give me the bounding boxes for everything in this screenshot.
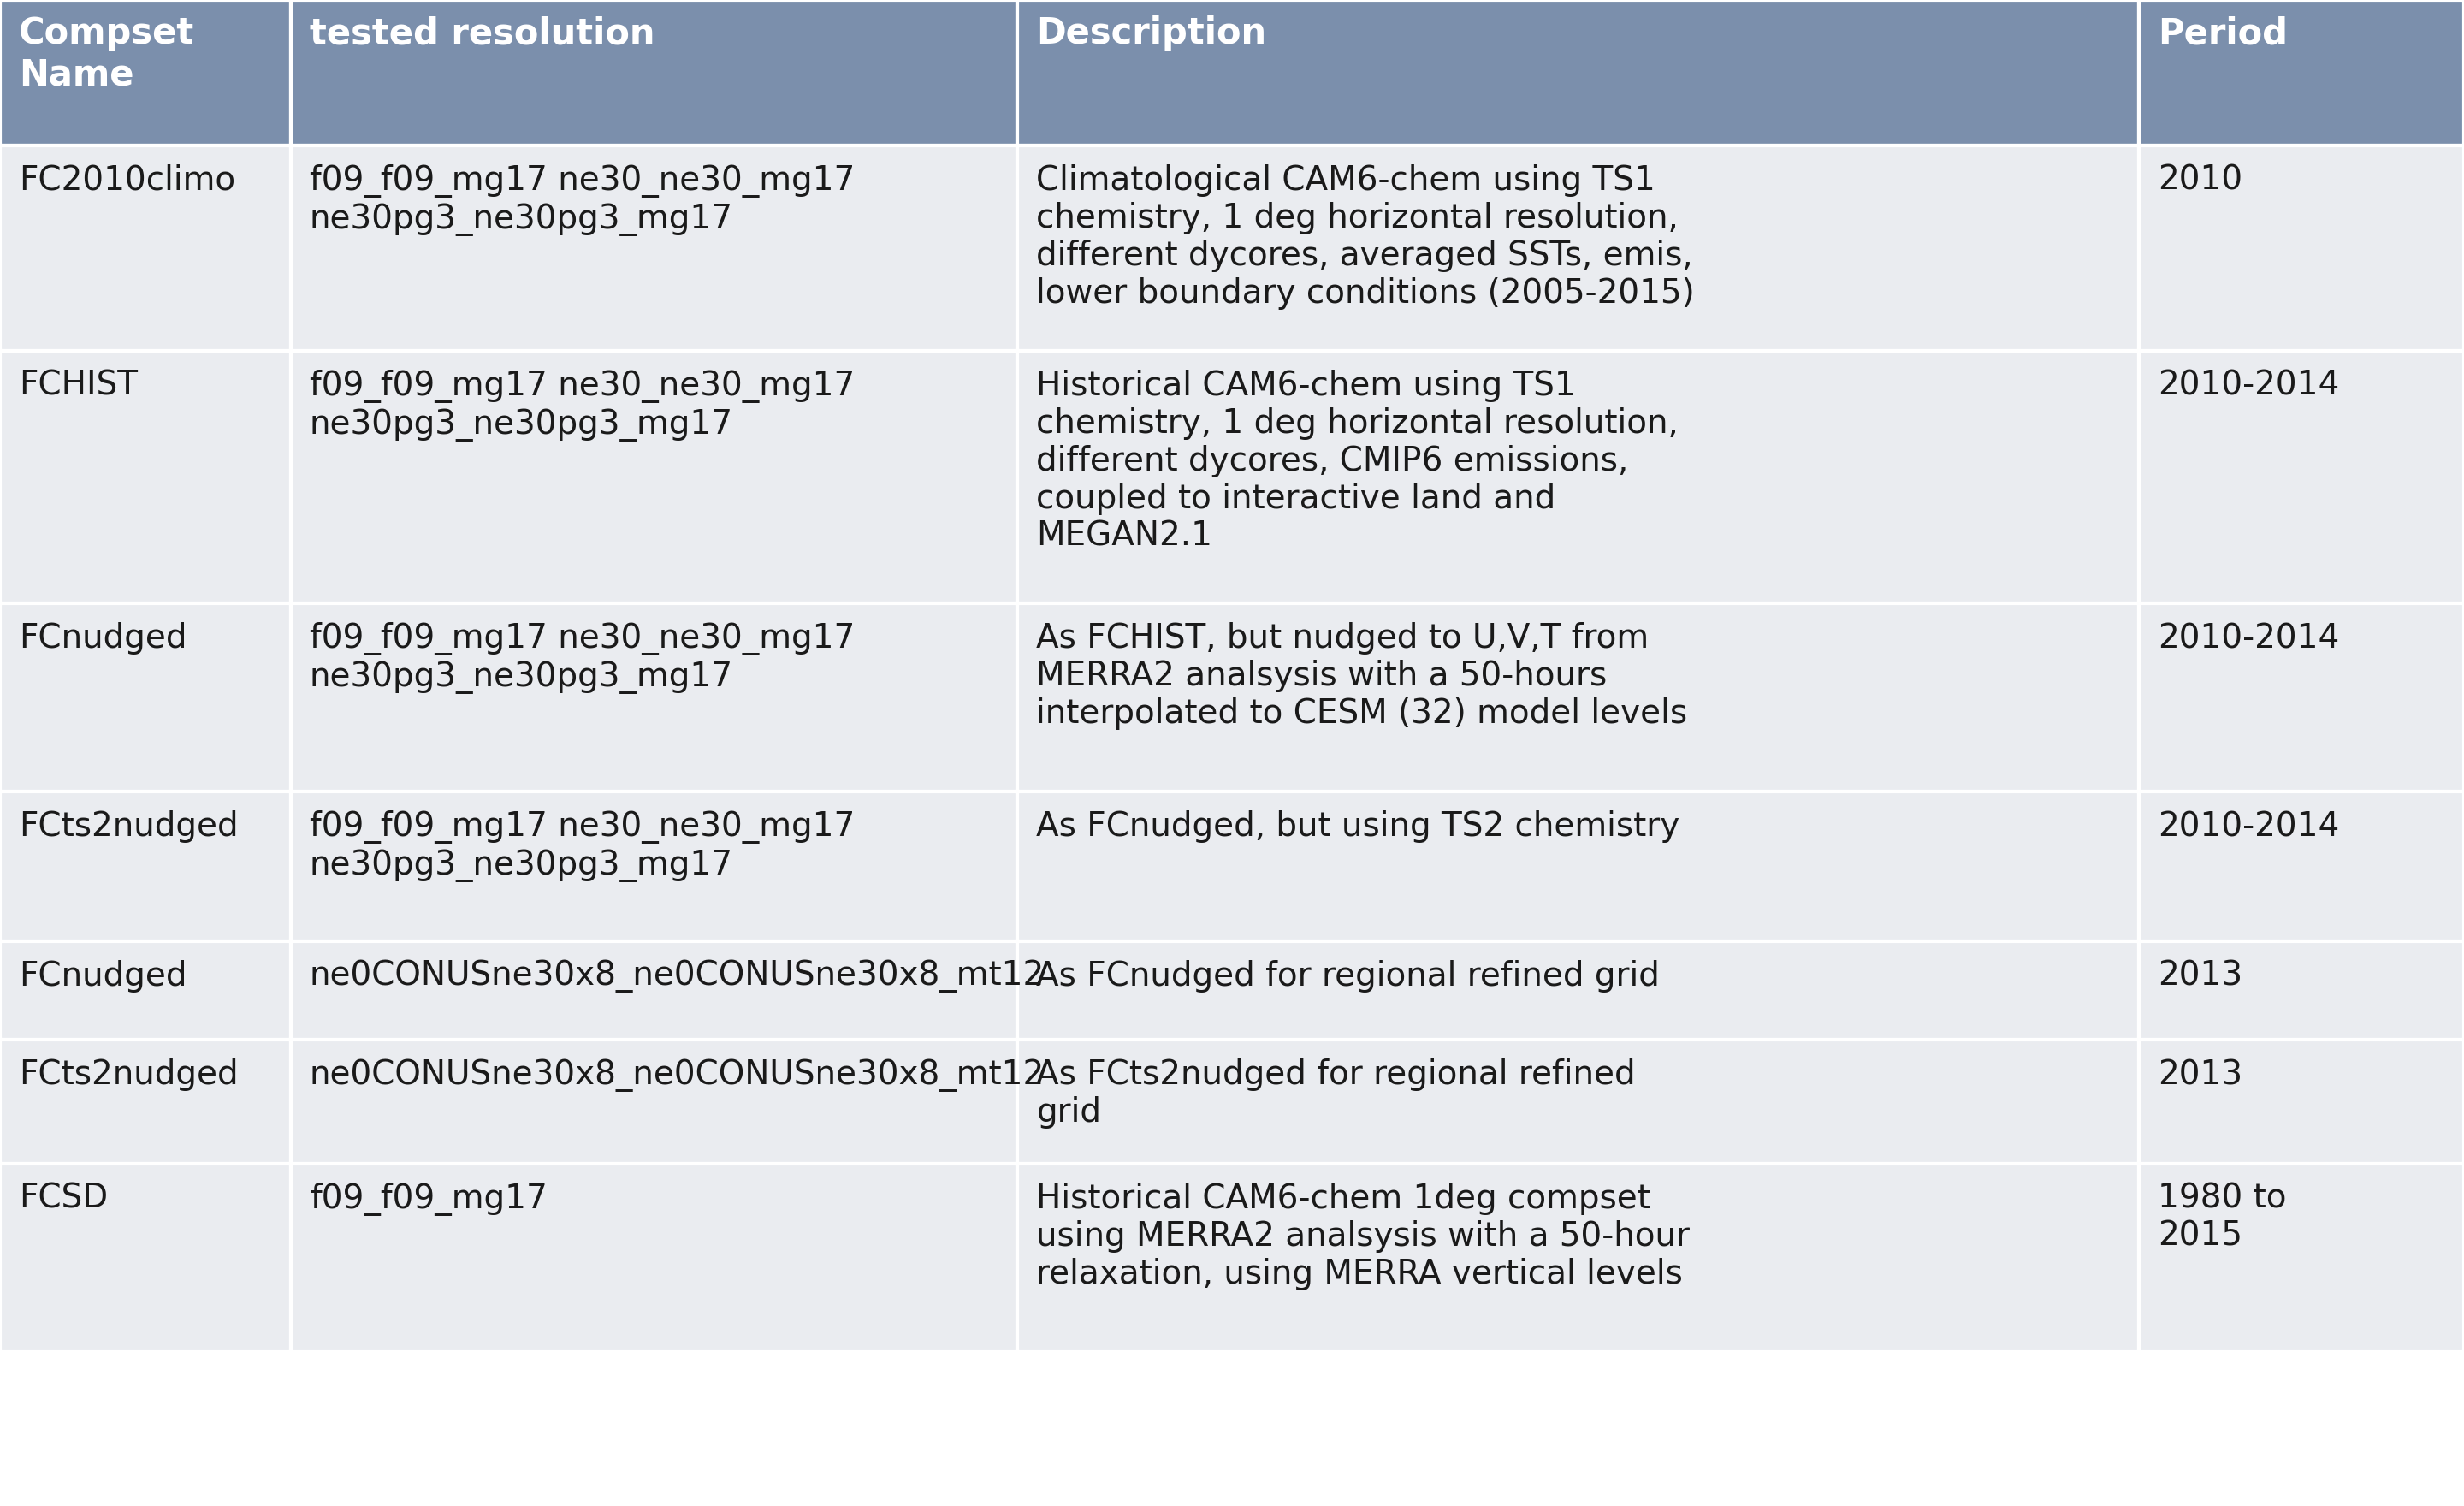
Text: FCnudged: FCnudged xyxy=(20,622,187,655)
Text: 2010-2014: 2010-2014 xyxy=(2158,369,2338,402)
Bar xyxy=(291,1164,1018,1352)
Text: As FCnudged for regional refined grid: As FCnudged for regional refined grid xyxy=(1037,961,1661,992)
Text: As FCnudged, but using TS2 chemistry: As FCnudged, but using TS2 chemistry xyxy=(1037,810,1680,843)
Text: FCts2nudged: FCts2nudged xyxy=(20,810,239,843)
Bar xyxy=(1018,941,2139,1039)
Bar xyxy=(2139,146,2464,351)
Text: 2013: 2013 xyxy=(2158,961,2242,992)
Text: 1980 to
2015: 1980 to 2015 xyxy=(2158,1182,2287,1253)
Text: ne0CONUSne30x8_ne0CONUSne30x8_mt12: ne0CONUSne30x8_ne0CONUSne30x8_mt12 xyxy=(310,961,1045,992)
Bar xyxy=(291,351,1018,604)
Text: Period: Period xyxy=(2158,15,2287,51)
Text: FCSD: FCSD xyxy=(20,1182,108,1215)
Bar xyxy=(291,1039,1018,1164)
Bar xyxy=(1018,604,2139,792)
Text: Historical CAM6-chem 1deg compset
using MERRA2 analsysis with a 50-hour
relaxati: Historical CAM6-chem 1deg compset using … xyxy=(1037,1182,1690,1291)
Text: FC2010climo: FC2010climo xyxy=(20,164,237,197)
Bar xyxy=(1018,792,2139,941)
Bar xyxy=(2139,1039,2464,1164)
Text: f09_f09_mg17: f09_f09_mg17 xyxy=(310,1182,547,1215)
Bar xyxy=(2139,351,2464,604)
Text: 2010-2014: 2010-2014 xyxy=(2158,622,2338,655)
Bar xyxy=(291,604,1018,792)
Text: ne0CONUSne30x8_ne0CONUSne30x8_mt12: ne0CONUSne30x8_ne0CONUSne30x8_mt12 xyxy=(310,1059,1045,1092)
Text: As FCts2nudged for regional refined
grid: As FCts2nudged for regional refined grid xyxy=(1037,1059,1636,1128)
Text: f09_f09_mg17 ne30_ne30_mg17
ne30pg3_ne30pg3_mg17: f09_f09_mg17 ne30_ne30_mg17 ne30pg3_ne30… xyxy=(310,810,855,883)
Bar xyxy=(291,0,1018,146)
Text: 2013: 2013 xyxy=(2158,1059,2242,1090)
Bar xyxy=(1018,1039,2139,1164)
Text: Climatological CAM6-chem using TS1
chemistry, 1 deg horizontal resolution,
diffe: Climatological CAM6-chem using TS1 chemi… xyxy=(1037,164,1695,310)
Text: FCnudged: FCnudged xyxy=(20,961,187,992)
Text: 2010-2014: 2010-2014 xyxy=(2158,810,2338,843)
Text: f09_f09_mg17 ne30_ne30_mg17
ne30pg3_ne30pg3_mg17: f09_f09_mg17 ne30_ne30_mg17 ne30pg3_ne30… xyxy=(310,369,855,441)
Bar xyxy=(291,941,1018,1039)
Bar xyxy=(1018,146,2139,351)
Bar xyxy=(1018,0,2139,146)
Text: Description: Description xyxy=(1037,15,1266,51)
Bar xyxy=(0,792,291,941)
Text: FCts2nudged: FCts2nudged xyxy=(20,1059,239,1090)
Bar xyxy=(0,351,291,604)
Bar xyxy=(2139,604,2464,792)
Text: tested resolution: tested resolution xyxy=(310,15,655,51)
Text: Compset
Name: Compset Name xyxy=(20,15,195,93)
Text: As FCHIST, but nudged to U,V,T from
MERRA2 analsysis with a 50-hours
interpolate: As FCHIST, but nudged to U,V,T from MERR… xyxy=(1037,622,1688,730)
Text: f09_f09_mg17 ne30_ne30_mg17
ne30pg3_ne30pg3_mg17: f09_f09_mg17 ne30_ne30_mg17 ne30pg3_ne30… xyxy=(310,164,855,236)
Bar xyxy=(0,146,291,351)
Text: Historical CAM6-chem using TS1
chemistry, 1 deg horizontal resolution,
different: Historical CAM6-chem using TS1 chemistry… xyxy=(1037,369,1678,553)
Bar xyxy=(0,1164,291,1352)
Bar xyxy=(0,0,291,146)
Text: f09_f09_mg17 ne30_ne30_mg17
ne30pg3_ne30pg3_mg17: f09_f09_mg17 ne30_ne30_mg17 ne30pg3_ne30… xyxy=(310,622,855,694)
Bar xyxy=(2139,792,2464,941)
Text: FCHIST: FCHIST xyxy=(20,369,138,402)
Bar xyxy=(1018,1164,2139,1352)
Bar xyxy=(291,792,1018,941)
Bar xyxy=(0,1039,291,1164)
Bar xyxy=(0,604,291,792)
Text: 2010: 2010 xyxy=(2158,164,2242,197)
Bar xyxy=(2139,1164,2464,1352)
Bar xyxy=(2139,0,2464,146)
Bar xyxy=(2139,941,2464,1039)
Bar xyxy=(1018,351,2139,604)
Bar xyxy=(0,941,291,1039)
Bar xyxy=(291,146,1018,351)
